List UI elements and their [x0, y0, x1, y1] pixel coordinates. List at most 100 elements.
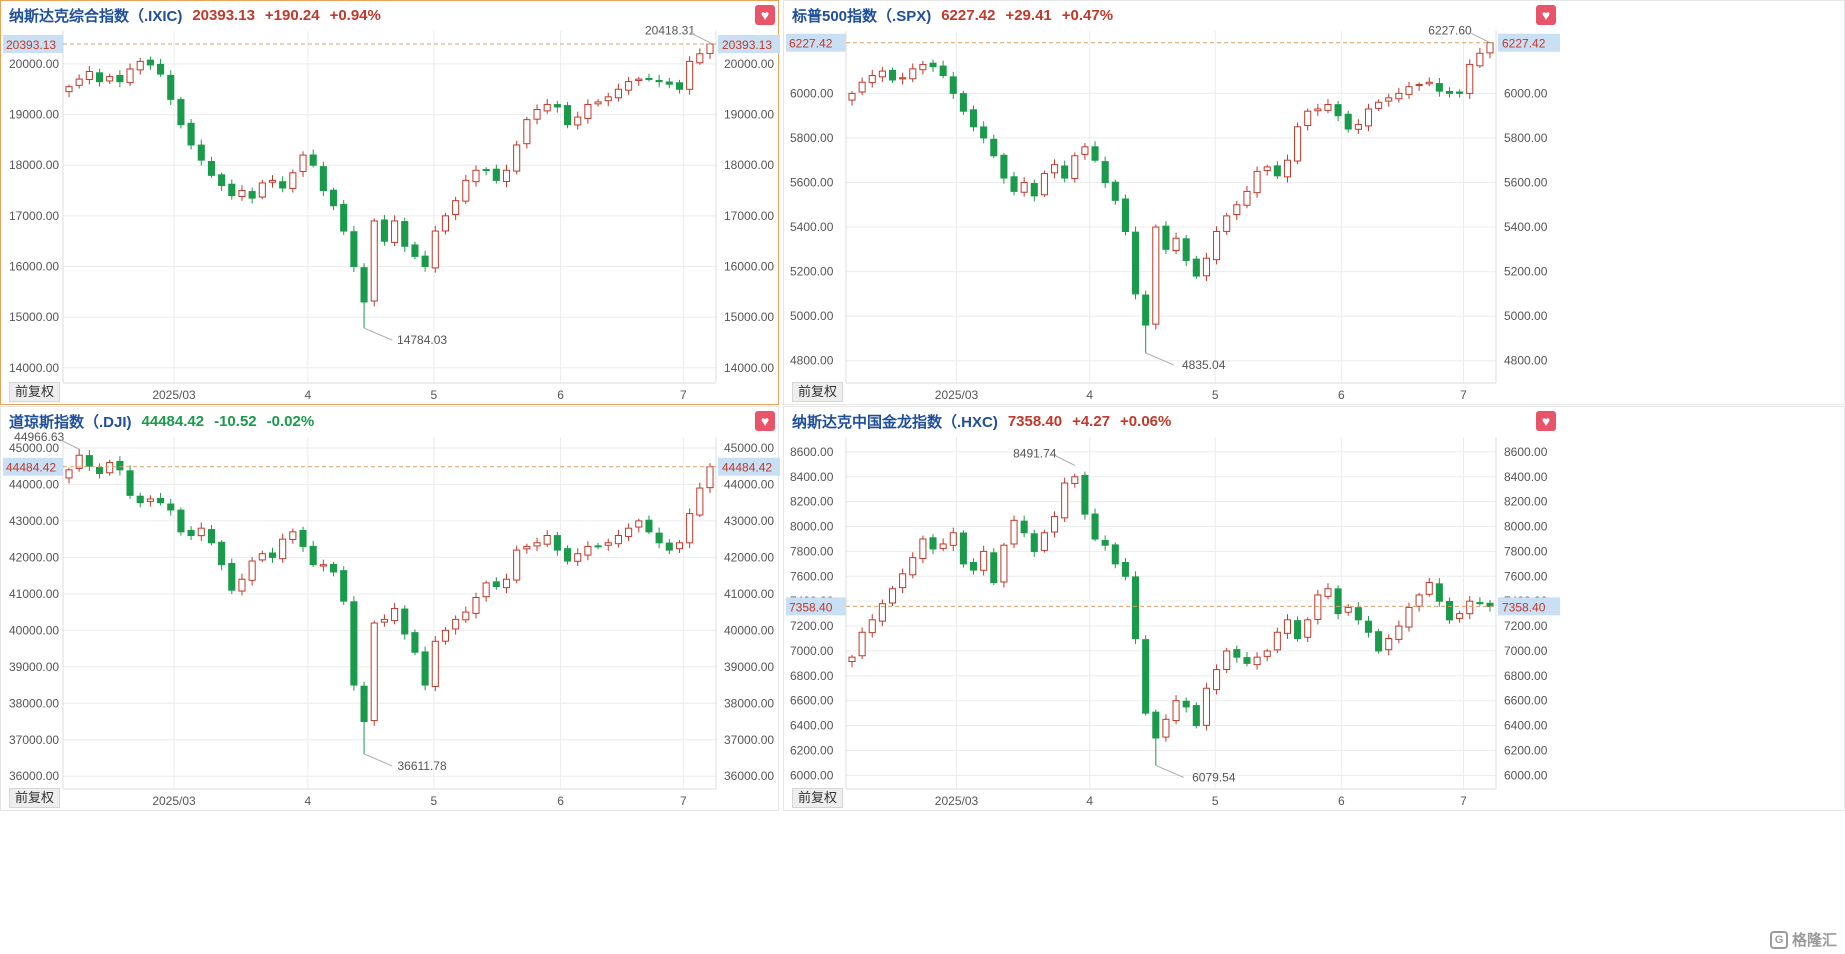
candle-body: [1435, 83, 1443, 92]
candle-body: [401, 608, 409, 635]
candle-body: [1253, 656, 1261, 666]
candle-body: [116, 74, 124, 83]
x-tick-label: 4: [305, 794, 312, 808]
candle-body: [594, 101, 602, 105]
candle-body: [1202, 687, 1210, 726]
index-name[interactable]: 道琼斯指数（.DJI): [9, 413, 132, 431]
y-tick-label-right: 7200.00: [1504, 619, 1548, 633]
heart-icon[interactable]: ♥: [755, 411, 775, 431]
candle-body: [888, 588, 897, 604]
last-price-tag-left-bg: [786, 33, 846, 52]
candle-body: [1263, 166, 1271, 172]
y-tick-label-right: 14000.00: [724, 361, 774, 375]
candle-body: [543, 534, 551, 545]
candle-body: [299, 154, 307, 172]
heart-icon[interactable]: ♥: [1536, 5, 1556, 25]
panel-hxc[interactable]: 纳斯达克中国金龙指数（.HXC) 7358.40 +4.27 +0.06% ♥ …: [783, 406, 1845, 811]
y-tick-label-left: 37000.00: [9, 733, 59, 747]
index-name[interactable]: 标普500指数（.SPX): [792, 7, 932, 25]
candle-body: [1476, 52, 1484, 67]
candle-body: [665, 81, 673, 85]
last-price-tag-left: 44484.42: [6, 461, 56, 475]
candle-body: [452, 200, 460, 215]
index-name[interactable]: 纳斯达克综合指数（.IXIC): [9, 7, 183, 25]
y-tick-label-left: 5800.00: [790, 131, 834, 145]
y-tick-label-right: 5800.00: [1504, 131, 1548, 145]
high-leader-line: [1469, 32, 1491, 44]
candle-body: [1425, 81, 1433, 85]
y-tick-label-right: 42000.00: [724, 550, 774, 564]
watermark: G 格隆汇: [1769, 929, 1837, 950]
candle-body: [1162, 225, 1170, 250]
panel-spx[interactable]: 标普500指数（.SPX) 6227.42 +29.41 +0.47% ♥ 48…: [783, 0, 1845, 405]
y-tick-label-left: 5400.00: [790, 220, 834, 234]
fuquan-button[interactable]: 前复权: [792, 382, 844, 402]
y-tick-label-left: 7600.00: [790, 569, 834, 583]
x-tick-label: 6: [557, 388, 564, 402]
candle-body: [1456, 613, 1464, 619]
candle-body: [238, 578, 246, 592]
candle-body: [472, 596, 480, 614]
y-tick-label-left: 4800.00: [790, 354, 834, 368]
y-tick-label-left: 6000.00: [790, 768, 834, 782]
panel-ixic[interactable]: 纳斯达克综合指数（.IXIC) 20393.13 +190.24 +0.94% …: [0, 0, 780, 405]
candle-body: [1304, 110, 1312, 127]
heart-icon[interactable]: ♥: [1536, 411, 1556, 431]
last-price-tag-right: 7358.40: [1502, 600, 1546, 614]
fuquan-button[interactable]: 前复权: [792, 788, 844, 808]
candle-body: [1040, 173, 1048, 196]
candle-body: [380, 618, 388, 623]
candle-body: [1030, 533, 1038, 552]
candle-body: [614, 88, 622, 99]
y-tick-label-right: 8000.00: [1504, 520, 1548, 534]
candle-body: [268, 179, 277, 183]
candle-body: [106, 76, 114, 82]
x-tick-label: 4: [1086, 388, 1093, 402]
candle-body: [1132, 231, 1140, 295]
candle-body: [899, 573, 907, 589]
candle-body: [157, 497, 165, 504]
candle-body: [706, 43, 714, 54]
candle-body: [1202, 257, 1210, 277]
candle-body: [1273, 165, 1281, 177]
candlestick-chart: 6000.00 6000.00 6200.00 6200.00 6400.00 6400.…: [786, 437, 1560, 808]
y-tick-label-right: 39000.00: [724, 660, 774, 674]
y-tick-label-right: 41000.00: [724, 587, 774, 601]
candle-body: [360, 267, 368, 303]
y-tick-label-left: 6200.00: [790, 743, 834, 757]
candle-body: [85, 455, 93, 467]
candle-body: [1081, 146, 1089, 155]
y-tick-label-left: 40000.00: [9, 623, 59, 637]
fuquan-button[interactable]: 前复权: [9, 382, 61, 402]
candle-body: [1263, 650, 1271, 657]
candle-body: [238, 190, 246, 197]
index-change: +4.27: [1072, 412, 1111, 430]
candle-body: [65, 469, 73, 479]
candle-body: [197, 144, 205, 161]
candle-body: [411, 632, 419, 653]
candle-body: [675, 82, 684, 90]
candle-body: [1010, 176, 1018, 192]
candle-body: [1132, 576, 1140, 639]
panel-dji[interactable]: 道琼斯指数（.DJI) 44484.42 -10.52 -0.02% ♥ 360…: [0, 406, 780, 811]
candle-body: [492, 581, 500, 588]
candle-body: [574, 116, 582, 126]
candle-body: [146, 59, 154, 66]
candle-body: [1405, 86, 1413, 95]
y-tick-label-right: 17000.00: [724, 209, 774, 223]
candle-body: [421, 255, 429, 268]
candle-body: [848, 92, 856, 101]
y-tick-label-right: 38000.00: [724, 696, 774, 710]
y-tick-label-left: 8600.00: [790, 445, 834, 459]
candle-body: [228, 562, 236, 591]
y-tick-label-right: 44000.00: [724, 477, 774, 491]
candlestick-chart: 14000.00 14000.00 15000.00 15000.00 16000.00…: [3, 24, 780, 402]
watermark-text: 格隆汇: [1791, 932, 1837, 949]
panel-header: 标普500指数（.SPX) 6227.42 +29.41 +0.47%: [792, 5, 1113, 25]
fuquan-button[interactable]: 前复权: [9, 788, 61, 808]
candle-body: [380, 219, 388, 242]
index-name[interactable]: 纳斯达克中国金龙指数（.HXC): [792, 413, 998, 431]
index-change: +29.41: [1005, 6, 1052, 24]
y-tick-label-right: 7600.00: [1504, 569, 1548, 583]
heart-icon[interactable]: ♥: [755, 5, 775, 25]
